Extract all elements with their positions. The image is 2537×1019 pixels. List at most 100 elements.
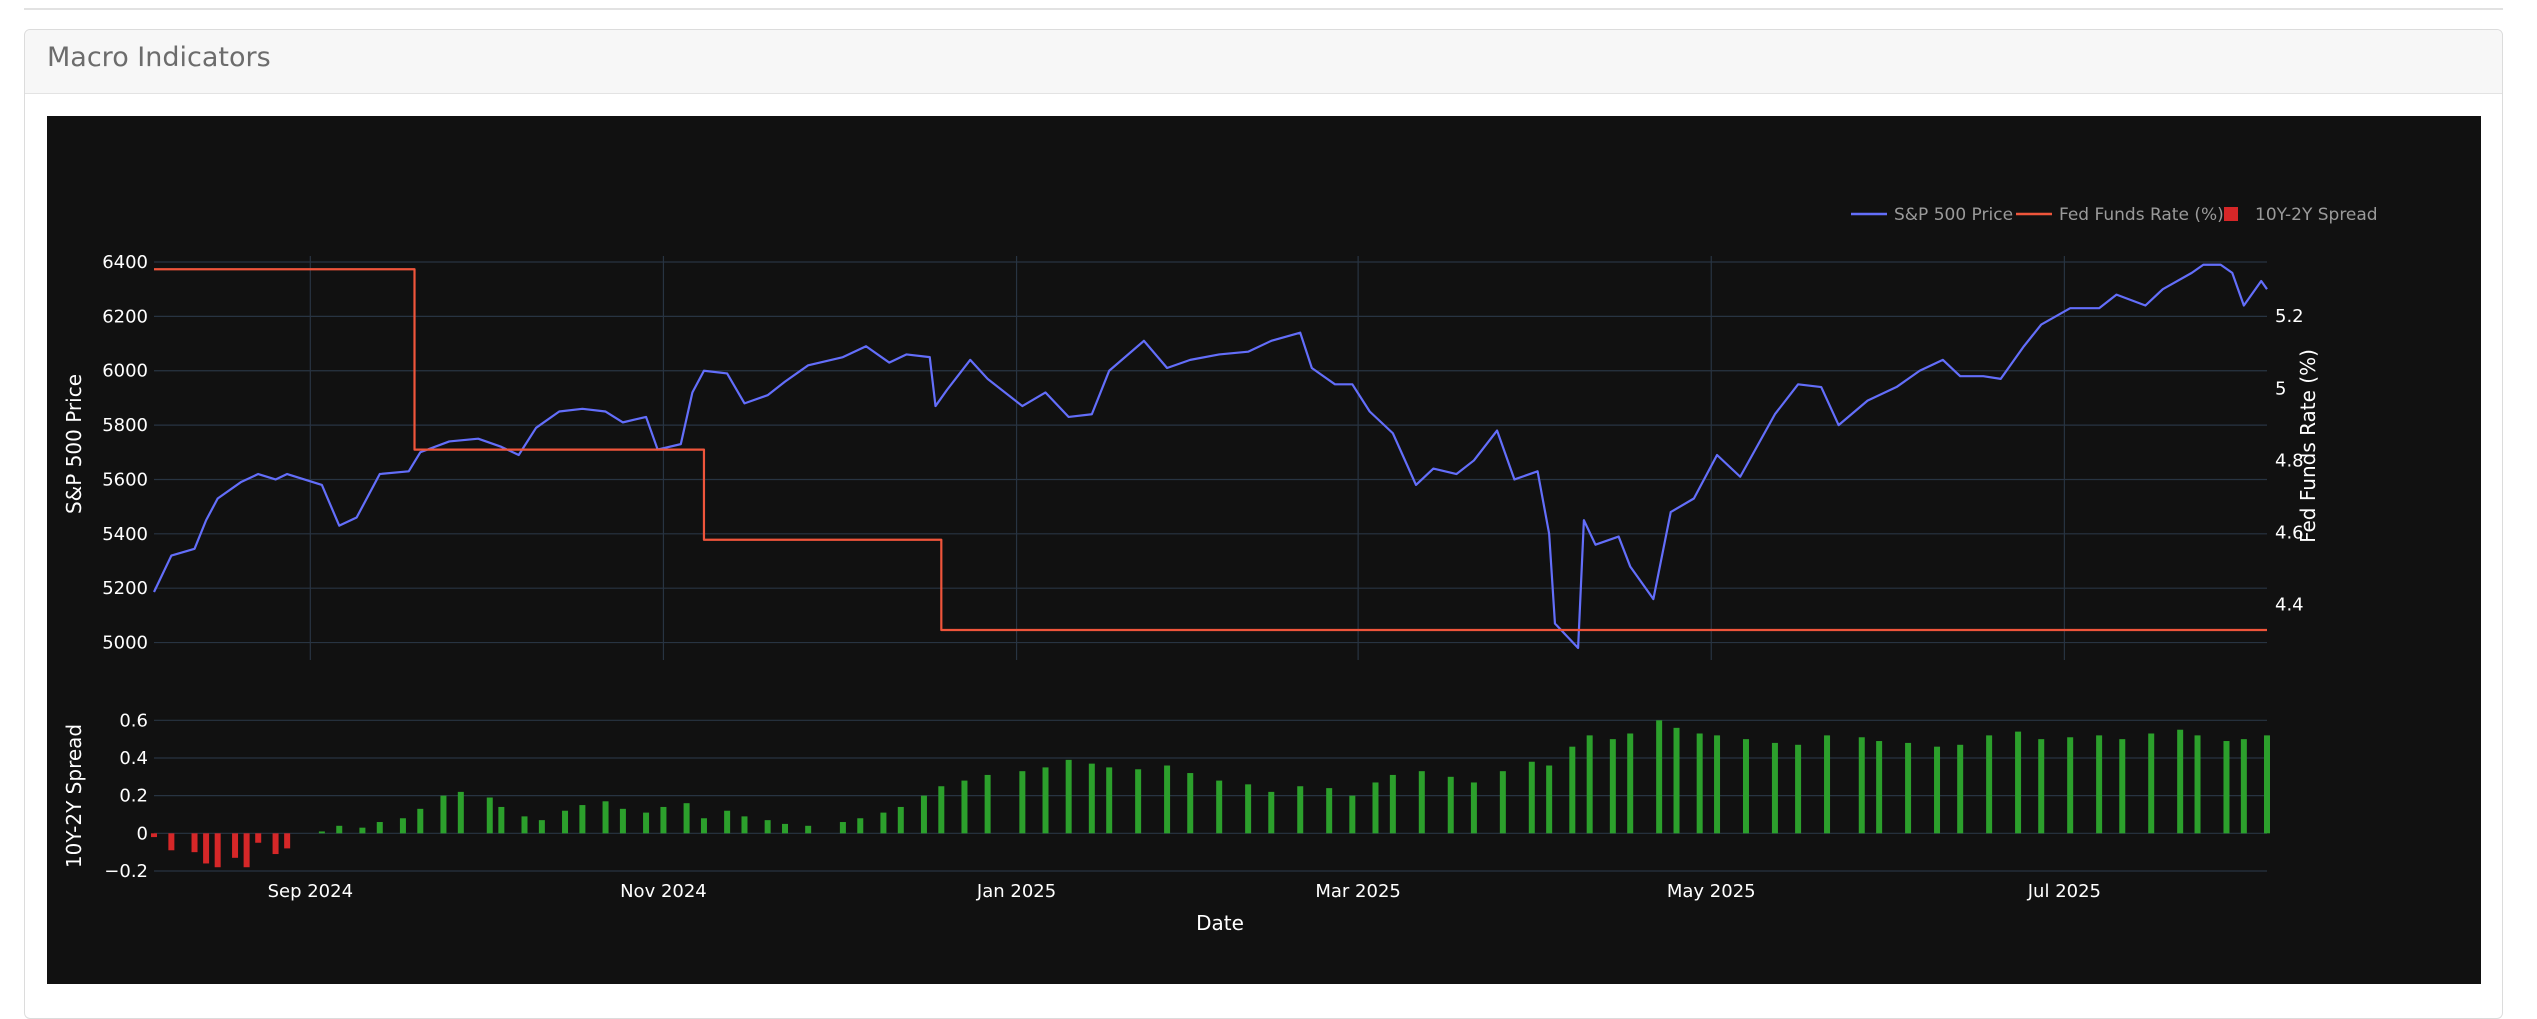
y-right-tick-label: 5 xyxy=(2275,378,2286,399)
macro-chart[interactable]: 5000 5200 5400 5600 5800 6000 6200 6400 4.4 4.6 4.… xyxy=(47,116,2481,984)
spread-bar xyxy=(1372,782,1379,834)
spread-bar xyxy=(920,795,927,834)
spread-bar xyxy=(151,833,157,838)
y-left-tick-label: 6000 xyxy=(102,361,148,382)
spread-bar xyxy=(486,797,493,834)
spread-bar xyxy=(1019,771,1026,834)
spread-bar xyxy=(168,833,175,851)
card-title: Macro Indicators xyxy=(47,42,271,73)
spread-bar xyxy=(1499,771,1506,834)
spread-bar xyxy=(417,808,424,834)
spread-bar xyxy=(602,801,609,834)
legend-label-spread[interactable]: 10Y-2Y Spread xyxy=(2255,205,2378,225)
spread-bar xyxy=(2067,737,2074,834)
spread-bar xyxy=(1528,761,1535,834)
y-left-tick-label: 5800 xyxy=(102,415,148,436)
spread-bar xyxy=(538,820,545,834)
spread-bar xyxy=(359,827,366,834)
macro-chart-svg[interactable]: 5000 5200 5400 5600 5800 6000 6200 6400 4.4 4.6 4.… xyxy=(47,116,2481,984)
y-bottom-tick-label: 0 xyxy=(137,823,148,844)
spread-bar xyxy=(1042,767,1049,834)
spread-bar xyxy=(1187,773,1194,834)
spread-bar xyxy=(1389,774,1396,834)
x-tick-label: Sep 2024 xyxy=(268,881,353,902)
y-left-axis-title: S&P 500 Price xyxy=(62,374,86,514)
spread-bar xyxy=(2194,735,2201,834)
spread-bar xyxy=(579,805,586,834)
spread-bar xyxy=(1418,771,1425,834)
spread-bar xyxy=(2119,739,2126,834)
spread-bar xyxy=(961,780,968,834)
spread-bar xyxy=(839,822,846,834)
spread-bar xyxy=(214,833,221,868)
x-tick-label: Nov 2024 xyxy=(620,881,707,902)
y-bottom-tick-label: 0.4 xyxy=(119,748,148,769)
y-left-tick-label: 5400 xyxy=(102,524,148,545)
spread-bar xyxy=(1088,763,1095,834)
spread-bar xyxy=(1696,733,1703,834)
spread-bar xyxy=(1586,735,1593,834)
spread-bar xyxy=(1569,746,1576,834)
spread-bar xyxy=(2177,729,2184,834)
spread-bar xyxy=(2223,741,2230,834)
spread-bar xyxy=(318,831,325,834)
y-left-tick-label: 6400 xyxy=(102,252,148,273)
axis-ticks: 5000 5200 5400 5600 5800 6000 6200 6400 4.4 4.6 4.… xyxy=(102,252,2303,902)
spread-bar xyxy=(1447,776,1454,834)
x-tick-label: Jul 2025 xyxy=(2027,881,2101,902)
x-tick-label: Mar 2025 xyxy=(1315,881,1401,902)
y-right-tick-label: 4.6 xyxy=(2275,523,2304,544)
spread-bar xyxy=(272,833,279,855)
spread-bar xyxy=(2096,735,2103,834)
spread-bar xyxy=(399,818,406,834)
spread-bar xyxy=(1742,739,1749,834)
spread-bar xyxy=(700,818,707,834)
spread-bar xyxy=(782,823,789,834)
spread-bar xyxy=(643,812,650,834)
spread-bar xyxy=(1065,759,1072,834)
spread-bar xyxy=(1349,795,1356,834)
macro-indicators-card: Macro Indicators 5000 5200 5400 5600 5800 600… xyxy=(24,29,2503,1019)
spread-bar xyxy=(336,825,343,834)
spread-bar xyxy=(1609,739,1616,834)
y-right-tick-label: 5.2 xyxy=(2275,306,2304,327)
top-divider xyxy=(24,8,2503,10)
spread-bar xyxy=(1326,788,1333,834)
legend-swatch-spread xyxy=(2224,207,2238,221)
spread-bar xyxy=(1714,735,1721,834)
spread-bar xyxy=(984,774,991,834)
spread-bar xyxy=(897,806,904,834)
spread-bar xyxy=(457,791,464,834)
spread-bar xyxy=(1216,780,1223,834)
spread-bar xyxy=(521,816,528,834)
fed-funds-line xyxy=(154,268,2267,632)
spread-bar xyxy=(805,825,812,834)
spread-bar xyxy=(1268,791,1275,834)
spread-bar xyxy=(243,833,250,868)
spread-bar xyxy=(1470,782,1477,834)
spread-bar xyxy=(2038,739,2045,834)
legend[interactable]: S&P 500 Price Fed Funds Rate (%) 10Y-2Y … xyxy=(1851,205,2378,225)
spread-bar xyxy=(880,812,887,834)
spread-bar xyxy=(1905,742,1912,834)
spread-bar xyxy=(1858,737,1865,834)
sp500-line xyxy=(153,263,2268,650)
spread-bar xyxy=(498,806,505,834)
spread-bar xyxy=(203,833,210,864)
series-lines xyxy=(153,263,2268,650)
spread-bar xyxy=(1876,741,1883,834)
spread-bar xyxy=(683,803,690,834)
spread-bar xyxy=(764,820,771,834)
y-bottom-axis-title: 10Y-2Y Spread xyxy=(62,724,86,868)
y-left-tick-label: 5200 xyxy=(102,578,148,599)
spread-bar xyxy=(1245,784,1252,834)
legend-label-fed[interactable]: Fed Funds Rate (%) xyxy=(2059,205,2224,225)
spread-bar xyxy=(1546,765,1553,834)
spread-bar xyxy=(857,818,864,834)
spread-bar xyxy=(376,822,383,834)
legend-label-sp500[interactable]: S&P 500 Price xyxy=(1894,205,2013,225)
grid-layer xyxy=(154,256,2267,872)
x-tick-label: May 2025 xyxy=(1667,881,1756,902)
spread-bar xyxy=(255,833,262,843)
spread-bar xyxy=(1627,733,1634,834)
